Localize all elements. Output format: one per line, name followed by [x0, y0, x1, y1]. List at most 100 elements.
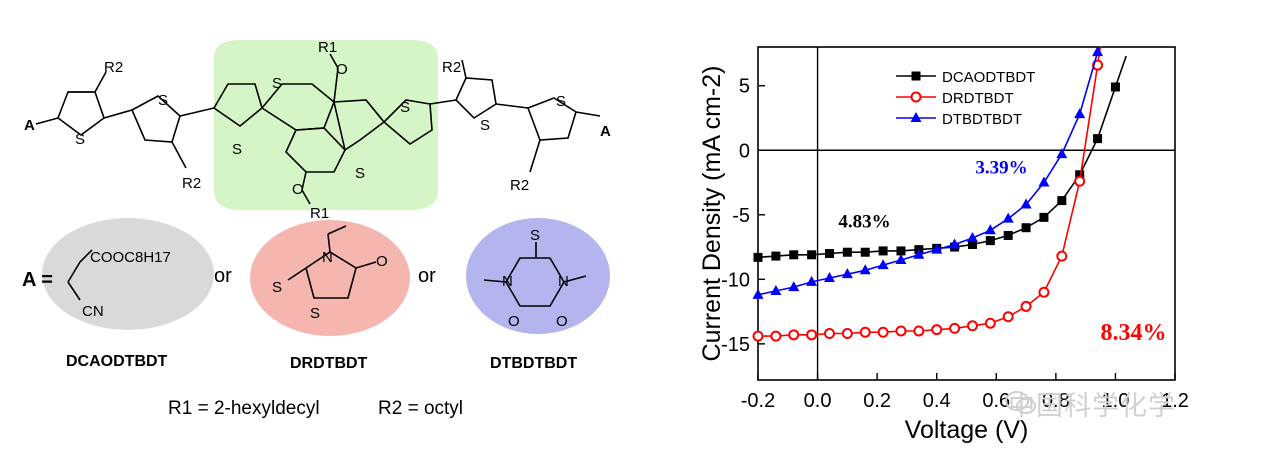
data-point-DCAODTBDT [896, 246, 906, 256]
x-tick-label: 0.4 [923, 390, 951, 412]
data-point-DCAODTBDT [807, 250, 817, 260]
data-point-DRDTBDT [823, 328, 835, 340]
data-point-DCAODTBDT [771, 251, 781, 261]
data-point-DCAODTBDT [860, 247, 870, 257]
efficiency-label-DCAODTBDT: 4.83% [838, 212, 890, 233]
data-point-DCAODTBDT [824, 249, 834, 259]
data-point-DTBDTBDT [984, 224, 996, 235]
sulfur-atom: S [480, 117, 490, 134]
x-tick-label: 1.2 [1161, 390, 1189, 412]
data-point-DTBDTBDT [823, 272, 835, 283]
data-point-DTBDTBDT [841, 268, 853, 279]
data-point-DRDTBDT [984, 317, 996, 329]
sulfur-atom: S [272, 279, 282, 296]
x-tick-label: 0.6 [982, 390, 1010, 412]
data-point-DRDTBDT [877, 326, 889, 338]
data-point-DRDTBDT [1074, 175, 1086, 187]
data-point-DCAODTBDT [985, 236, 995, 246]
sulfur-atom: S [75, 131, 85, 148]
data-point-DRDTBDT [1002, 311, 1014, 323]
data-point-DCAODTBDT [842, 247, 852, 257]
data-point-DCAODTBDT [1093, 134, 1103, 144]
or-label-2: or [418, 265, 436, 287]
data-point-DTBDTBDT [913, 248, 925, 259]
x-tick-label: 0.8 [1042, 390, 1070, 412]
data-point-DTBDTBDT [949, 238, 961, 249]
x-axis-label: Voltage (V) [905, 416, 1029, 444]
substituent-r2-a: R2 [104, 59, 123, 76]
data-point-DTBDTBDT [895, 253, 907, 264]
data-point-DCAODTBDT [1039, 212, 1049, 222]
oxygen-atom: O [376, 253, 388, 270]
data-point-DCAODTBDT [753, 252, 763, 262]
data-point-DCAODTBDT [789, 250, 799, 260]
data-point-DRDTBDT [1056, 250, 1068, 262]
legend-label-DRDTBDT: DRDTBDT [942, 90, 1014, 107]
acceptor-3-name: DTBDTBDT [490, 355, 577, 372]
y-tick-label: -15 [721, 334, 750, 356]
nitrogen-atom: N [322, 249, 333, 266]
data-point-DCAODTBDT [1003, 230, 1013, 240]
oxygen-atom: O [508, 313, 520, 330]
substituent-r1-top: R1 [318, 39, 337, 56]
data-point-DRDTBDT [949, 322, 961, 334]
legend-label-DCAODTBDT: DCAODTBDT [942, 69, 1035, 86]
sulfur-atom: S [272, 75, 282, 92]
substituent-r2-c: R2 [442, 59, 461, 76]
acceptor-2-name: DRDTBDT [290, 355, 368, 372]
data-point-DTBDTBDT [1056, 148, 1068, 159]
y-tick-label: 0 [739, 140, 750, 162]
data-point-DTBDTBDT [1038, 176, 1050, 187]
x-tick-label: 1.0 [1102, 390, 1130, 412]
sulfur-atom: S [158, 92, 168, 109]
oxygen-atom: O [556, 313, 568, 330]
data-point-DCAODTBDT [1021, 223, 1031, 233]
sulfur-atom: S [355, 165, 365, 182]
r1-definition: R1 = 2-hexyldecyl [168, 398, 320, 419]
data-point-DTBDTBDT [752, 288, 764, 299]
acceptor-1-group-line1: COOC8H17 [90, 249, 171, 266]
data-point-DCAODTBDT [1110, 82, 1120, 92]
data-point-DRDTBDT [752, 330, 764, 342]
acceptor-2-background [250, 220, 410, 336]
data-point-DTBDTBDT [859, 264, 871, 275]
legend-marker-DCAODTBDT [911, 71, 921, 81]
y-tick-label: -10 [721, 269, 750, 291]
data-point-DRDTBDT [1020, 300, 1032, 312]
plot-frame [757, 46, 1176, 381]
series-line-DCAODTBDT [757, 55, 1127, 259]
data-point-DTBDTBDT [1002, 212, 1014, 223]
data-point-DCAODTBDT [878, 246, 888, 256]
legend-marker-DRDTBDT [910, 91, 922, 103]
sulfur-atom: S [556, 93, 566, 110]
sulfur-atom: S [400, 99, 410, 116]
data-point-DTBDTBDT [1020, 198, 1032, 209]
data-point-DRDTBDT [841, 328, 853, 340]
data-point-DTBDTBDT [877, 259, 889, 270]
oxygen-atom: O [292, 181, 304, 198]
y-axis-label: Current Density (mA cm-2) [698, 66, 726, 362]
data-point-DRDTBDT [931, 324, 943, 336]
x-tick-label: 0.0 [804, 390, 832, 412]
legend-marker-DTBDTBDT [910, 112, 922, 122]
data-point-DTBDTBDT [806, 275, 818, 286]
data-point-DTBDTBDT [788, 281, 800, 292]
data-point-DTBDTBDT [1074, 108, 1086, 119]
oxygen-atom: O [336, 61, 348, 78]
data-point-DCAODTBDT [1057, 196, 1067, 206]
sulfur-atom: S [310, 305, 320, 322]
data-point-DCAODTBDT [967, 239, 977, 249]
molecule-backbone [35, 53, 601, 205]
watermark-text: 中国科学化学 [1008, 391, 1176, 422]
a-equals-label: A = [22, 269, 53, 291]
end-group-label-left: A [24, 117, 35, 134]
data-point-DRDTBDT [895, 325, 907, 337]
nitrogen-atom: N [502, 273, 513, 290]
data-point-DTBDTBDT [931, 243, 943, 254]
substituent-r2-b: R2 [182, 175, 201, 192]
data-point-DRDTBDT [788, 329, 800, 341]
y-tick-label: -5 [732, 205, 750, 227]
data-point-DRDTBDT [806, 329, 818, 341]
data-point-DRDTBDT [859, 326, 871, 338]
data-point-DRDTBDT [1038, 286, 1050, 298]
